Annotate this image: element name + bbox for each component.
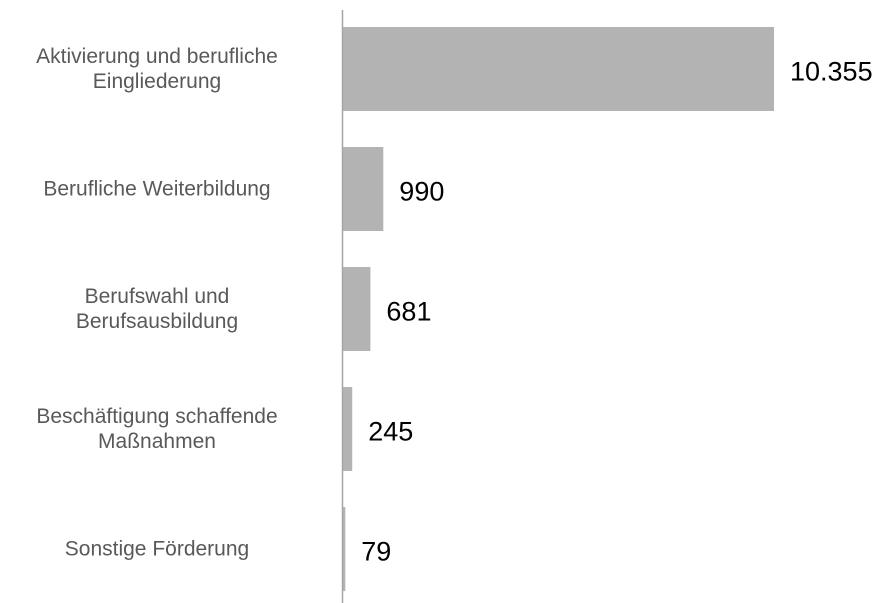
bar — [342, 387, 353, 471]
bar — [342, 147, 384, 231]
value-label: 10.355 — [790, 56, 873, 87]
value-label: 681 — [386, 296, 432, 327]
bar — [342, 27, 774, 111]
category-label: Aktivierung und berufliche Eingliederung — [36, 45, 278, 93]
value-label: 245 — [368, 416, 414, 447]
category-label: Berufliche Weiterbildung — [43, 177, 271, 201]
category-label: Beschäftigung schaffende Maßnahmen — [36, 405, 278, 453]
category-label: Berufswahl und Berufsausbildung — [75, 285, 239, 333]
value-label: 79 — [361, 536, 392, 567]
bar — [342, 267, 371, 351]
bar — [342, 507, 346, 591]
category-label: Sonstige Förderung — [64, 537, 250, 561]
value-label: 990 — [399, 176, 445, 207]
